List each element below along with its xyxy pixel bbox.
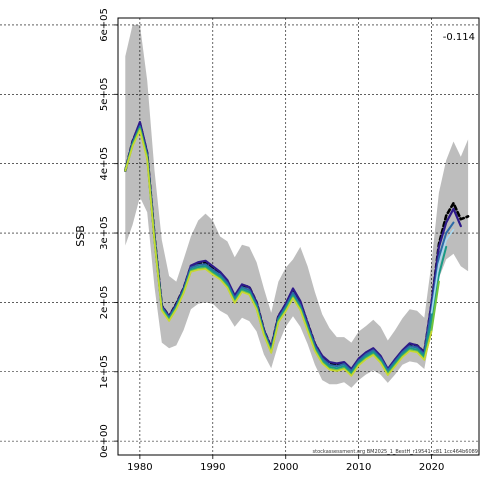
series-layer (124, 120, 470, 377)
axis-layer: 1980 1990 2000 2010 2020 0e+00 1e+05 2e+05 3e+05… (99, 8, 444, 473)
y-axis-label: SSB (74, 225, 87, 247)
y-tick-label: 2e+05 (99, 286, 110, 320)
y-tick-label: 1e+05 (99, 355, 110, 389)
y-tick-label: 6e+05 (99, 8, 110, 42)
x-tick-label: 2000 (273, 462, 298, 473)
y-tick-label: 4e+05 (99, 147, 110, 181)
series-line-5 (124, 129, 433, 377)
series-line-6 (430, 228, 455, 314)
confidence-band-layer (125, 24, 469, 388)
grid-layer (0, 18, 479, 455)
x-tick-label: 1980 (127, 462, 152, 473)
y-tick-label: 5e+05 (99, 77, 110, 111)
source-note: stockassessment.org BM2025_1_BestH_r1954… (313, 449, 478, 455)
x-tick-label: 2010 (346, 462, 371, 473)
x-tick-label: 2020 (419, 462, 444, 473)
x-tick-label: 1990 (200, 462, 225, 473)
y-tick-label: 0e+00 (99, 424, 110, 458)
annotation-text: -0.114 (443, 32, 475, 43)
y-tick-label: 3e+05 (99, 216, 110, 250)
confidence-band (125, 24, 469, 388)
plot-frame (117, 17, 480, 456)
